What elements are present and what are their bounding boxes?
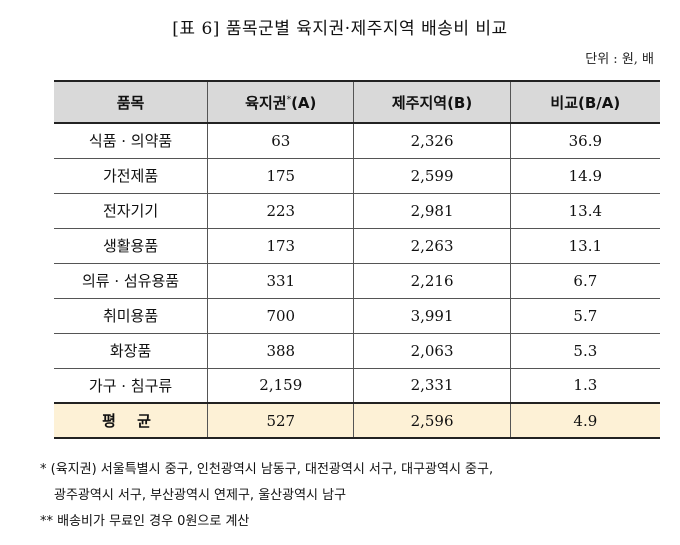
header-row: 품목 육지권*(A) 제주지역(B) 비교(B/A) [54, 80, 660, 124]
ratio-cell: 1.3 [509, 367, 660, 404]
footnotes: * (육지권) 서울특별시 중구, 인천광역시 남동구, 대전광역시 서구, 대… [40, 457, 670, 535]
table-row: 가전제품 175 2,599 14.9 [54, 157, 660, 194]
item-cell: 가전제품 [54, 157, 209, 194]
footnote-free-shipping: ** 배송비가 무료인 경우 0원으로 계산 [40, 514, 250, 529]
ratio-cell: 13.1 [509, 227, 660, 264]
item-cell: 가구 · 침구류 [54, 367, 209, 404]
unit-label: 단위 : 원, 배 [585, 52, 654, 67]
shipping-cost-table: 품목 육지권*(A) 제주지역(B) 비교(B/A) 식품 · 의약품 63 2… [54, 80, 660, 439]
mainland-cell: 63 [207, 122, 355, 159]
mainland-cell: 331 [207, 262, 355, 299]
average-jeju-cell: 2,596 [353, 402, 511, 439]
table-row: 가구 · 침구류 2,159 2,331 1.3 [54, 367, 660, 404]
item-cell: 생활용품 [54, 227, 209, 264]
jeju-cell: 2,331 [353, 367, 511, 404]
footnote-mainland-line1: * (육지권) 서울특별시 중구, 인천광역시 남동구, 대전광역시 서구, 대… [40, 462, 494, 477]
table-row: 생활용품 173 2,263 13.1 [54, 227, 660, 264]
mainland-cell: 700 [207, 297, 355, 334]
ratio-cell: 14.9 [509, 157, 660, 194]
average-ratio-cell: 4.9 [509, 402, 660, 439]
jeju-cell: 2,216 [353, 262, 511, 299]
ratio-cell: 36.9 [509, 122, 660, 159]
jeju-cell: 3,991 [353, 297, 511, 334]
item-cell: 의류 · 섬유용품 [54, 262, 209, 299]
item-cell: 전자기기 [54, 192, 209, 229]
footnote-mainland-line2: 광주광역시 서구, 부산광역시 연제구, 울산광역시 남구 [54, 488, 347, 503]
mainland-cell: 173 [207, 227, 355, 264]
table-row: 전자기기 223 2,981 13.4 [54, 192, 660, 229]
header-mainland: 육지권*(A) [207, 80, 355, 124]
ratio-cell: 6.7 [509, 262, 660, 299]
header-ratio: 비교(B/A) [509, 80, 660, 124]
ratio-cell: 13.4 [509, 192, 660, 229]
jeju-cell: 2,063 [353, 332, 511, 369]
jeju-cell: 2,981 [353, 192, 511, 229]
header-mainland-suffix: (A) [291, 93, 317, 112]
average-mainland-cell: 527 [207, 402, 355, 439]
average-label: 평 균 [54, 402, 209, 439]
header-item: 품목 [54, 80, 209, 124]
item-cell: 식품 · 의약품 [54, 122, 209, 159]
table-row: 식품 · 의약품 63 2,326 36.9 [54, 122, 660, 159]
item-cell: 취미용품 [54, 297, 209, 334]
average-row: 평 균 527 2,596 4.9 [54, 402, 660, 439]
jeju-cell: 2,599 [353, 157, 511, 194]
header-item-label: 품목 [116, 93, 145, 112]
ratio-cell: 5.7 [509, 297, 660, 334]
mainland-cell: 2,159 [207, 367, 355, 404]
mainland-cell: 223 [207, 192, 355, 229]
item-cell: 화장품 [54, 332, 209, 369]
header-ratio-label: 비교(B/A) [550, 93, 621, 112]
header-mainland-footnote-mark: * [286, 94, 292, 105]
jeju-cell: 2,263 [353, 227, 511, 264]
mainland-cell: 175 [207, 157, 355, 194]
header-mainland-label: 육지권 [245, 93, 287, 112]
table-row: 취미용품 700 3,991 5.7 [54, 297, 660, 334]
jeju-cell: 2,326 [353, 122, 511, 159]
table-row: 화장품 388 2,063 5.3 [54, 332, 660, 369]
header-jeju-label: 제주지역(B) [391, 93, 473, 112]
mainland-cell: 388 [207, 332, 355, 369]
table-title: [표 6] 품목군별 육지권·제주지역 배송비 비교 [172, 19, 508, 39]
ratio-cell: 5.3 [509, 332, 660, 369]
table-row: 의류 · 섬유용품 331 2,216 6.7 [54, 262, 660, 299]
header-jeju: 제주지역(B) [353, 80, 511, 124]
